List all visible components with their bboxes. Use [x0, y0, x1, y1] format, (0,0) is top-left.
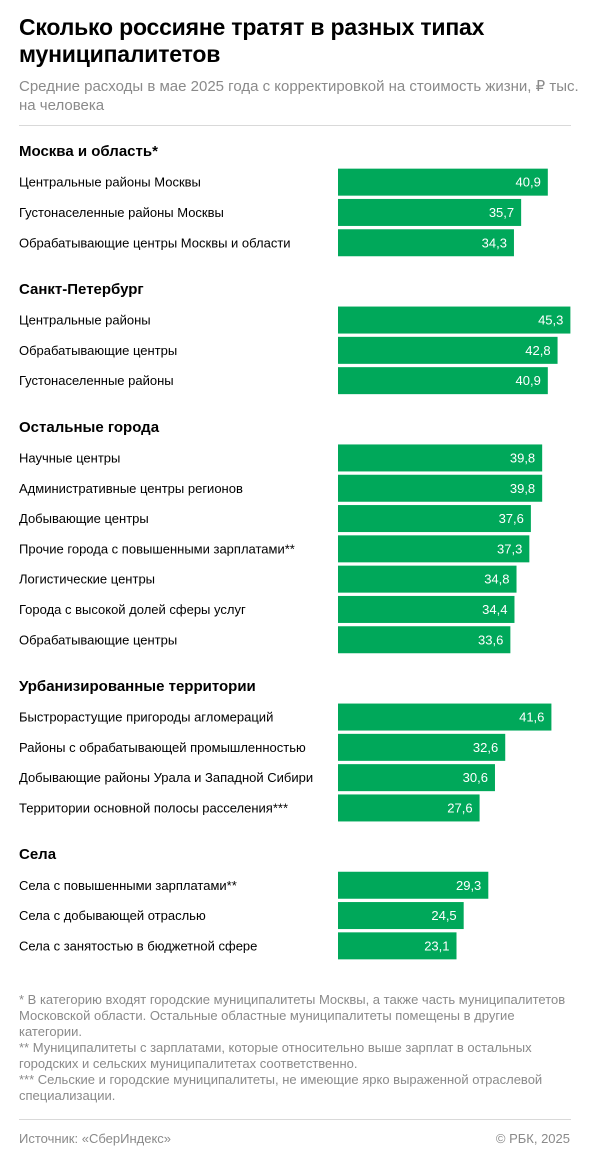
category-label: Обрабатывающие центры Москвы и области	[19, 235, 291, 250]
bar	[338, 703, 552, 731]
category-label: Центральные районы	[19, 313, 151, 328]
section-title: Остальные города	[19, 419, 160, 436]
value-label: 30,6	[463, 770, 488, 785]
category-label: Логистические центры	[19, 572, 155, 587]
category-label: Густонаселенные районы Москвы	[19, 205, 224, 220]
category-label: Села с добывающей отраслью	[19, 908, 206, 923]
category-label: Территории основной полосы расселения***	[19, 800, 288, 815]
category-label: Густонаселенные районы	[19, 373, 174, 388]
bottom-divider	[19, 1119, 571, 1120]
value-label: 40,9	[516, 373, 541, 388]
value-label: 33,6	[478, 632, 503, 647]
bar	[338, 474, 543, 502]
value-label: 41,6	[519, 710, 544, 725]
value-label: 45,3	[538, 313, 563, 328]
bar	[338, 535, 530, 563]
category-label: Обрабатывающие центры	[19, 632, 177, 647]
section-title: Москва и область*	[19, 143, 158, 160]
bar	[338, 306, 571, 334]
value-label: 34,8	[484, 572, 509, 587]
bar	[338, 794, 480, 822]
category-label: Села с повышенными зарплатами**	[19, 878, 237, 893]
footnotes: * В категорию входят городские муниципал…	[19, 992, 574, 1104]
section-title: Урбанизированные территории	[19, 678, 256, 695]
value-label: 23,1	[424, 938, 449, 953]
category-label: Быстрорастущие пригороды агломераций	[19, 710, 273, 725]
section-title: Села	[19, 846, 57, 863]
category-label: Города с высокой долей сферы услуг	[19, 602, 246, 617]
category-label: Научные центры	[19, 450, 120, 465]
bar	[338, 595, 515, 623]
bar	[338, 932, 457, 960]
chart-subtitle: Средние расходы в мае 2025 года с коррек…	[19, 78, 579, 114]
value-label: 37,3	[497, 541, 522, 556]
bar	[338, 444, 543, 472]
bar	[338, 565, 517, 593]
category-label: Районы с обрабатывающей промышленностью	[19, 740, 306, 755]
footnote-2: ** Муниципалитеты с зарплатами, которые …	[19, 1040, 532, 1071]
value-label: 39,8	[510, 450, 535, 465]
value-label: 35,7	[489, 205, 514, 220]
copyright-note: © РБК, 2025	[495, 1131, 570, 1146]
chart-title: Сколько россияне тратят в разных типах м…	[19, 14, 485, 67]
bar	[338, 198, 522, 226]
bar	[338, 505, 531, 533]
section-title: Санкт-Петербург	[19, 281, 144, 298]
category-label: Села с занятостью в бюджетной сфере	[19, 938, 257, 953]
bar	[338, 229, 514, 257]
category-label: Центральные районы Москвы	[19, 175, 201, 190]
value-label: 39,8	[510, 481, 535, 496]
value-label: 27,6	[447, 800, 472, 815]
value-label: 29,3	[456, 878, 481, 893]
value-label: 32,6	[473, 740, 498, 755]
bar	[338, 336, 558, 364]
bar	[338, 871, 489, 899]
value-label: 37,6	[499, 511, 524, 526]
bar-chart: Москва и область* Центральные районы Моск…	[19, 143, 571, 960]
source-note: Источник: «СберИндекс»	[19, 1131, 172, 1146]
value-label: 24,5	[431, 908, 456, 923]
category-label: Административные центры регионов	[19, 481, 243, 496]
bar	[338, 367, 548, 395]
bar	[338, 168, 548, 196]
category-label: Обрабатывающие центры	[19, 343, 177, 358]
footnote-3: *** Сельские и городские муниципалитеты,…	[19, 1072, 543, 1103]
bar	[338, 626, 511, 654]
category-label: Прочие города с повышенными зарплатами**	[19, 541, 295, 556]
top-divider	[19, 125, 571, 126]
category-label: Добывающие районы Урала и Западной Сибир…	[19, 770, 313, 785]
value-label: 34,4	[482, 602, 507, 617]
value-label: 40,9	[516, 175, 541, 190]
value-label: 42,8	[525, 343, 550, 358]
bar	[338, 764, 495, 792]
footnote-1: * В категорию входят городские муниципал…	[19, 992, 566, 1039]
value-label: 34,3	[482, 235, 507, 250]
bar	[338, 733, 506, 761]
bar	[338, 902, 464, 930]
category-label: Добывающие центры	[19, 511, 149, 526]
